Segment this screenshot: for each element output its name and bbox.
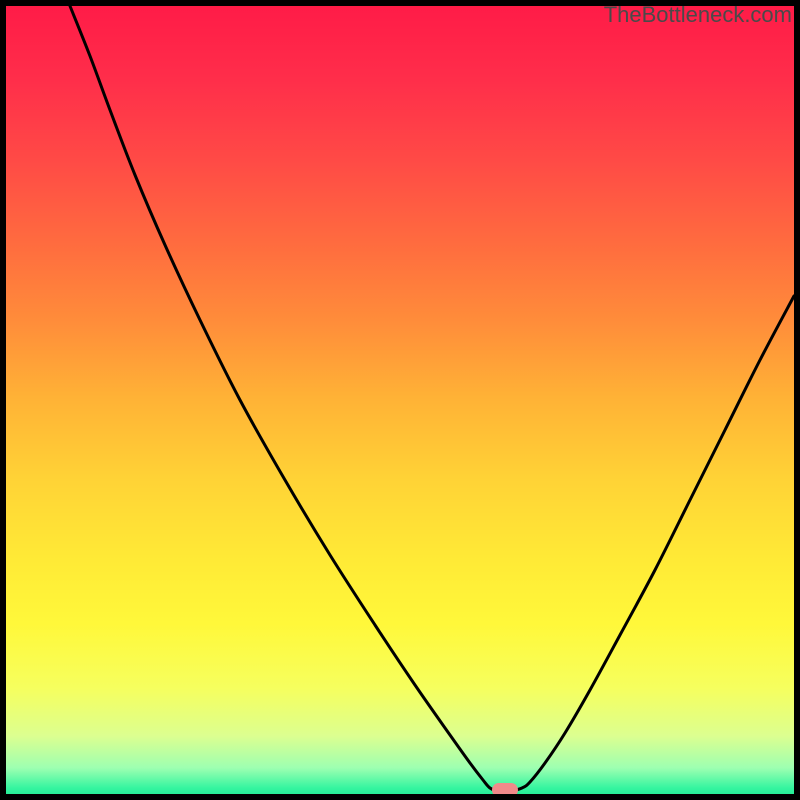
bottleneck-chart: TheBottleneck.com — [0, 0, 800, 800]
watermark-text: TheBottleneck.com — [604, 2, 792, 28]
optimal-point-marker — [492, 783, 518, 797]
bottleneck-curve — [0, 0, 800, 800]
